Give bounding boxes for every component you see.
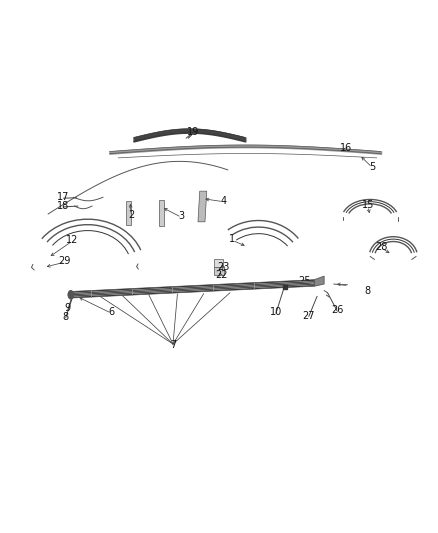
Polygon shape — [71, 280, 314, 298]
Text: 3: 3 — [179, 211, 185, 221]
Text: 26: 26 — [331, 305, 343, 316]
Ellipse shape — [68, 291, 74, 298]
Text: 17: 17 — [57, 192, 70, 203]
Text: 9: 9 — [65, 303, 71, 313]
Text: 6: 6 — [109, 308, 115, 318]
Text: 10: 10 — [270, 308, 282, 318]
Text: 22: 22 — [215, 270, 227, 280]
Text: 29: 29 — [59, 256, 71, 266]
Text: 28: 28 — [375, 242, 387, 252]
Text: 15: 15 — [362, 200, 374, 210]
Polygon shape — [214, 268, 224, 275]
Polygon shape — [214, 259, 223, 266]
Text: 19: 19 — [187, 127, 199, 136]
Text: 27: 27 — [303, 311, 315, 320]
Text: 25: 25 — [298, 276, 311, 286]
Text: 8: 8 — [365, 286, 371, 296]
Polygon shape — [159, 200, 164, 226]
Text: 12: 12 — [66, 235, 78, 245]
Polygon shape — [198, 191, 207, 222]
Text: 18: 18 — [57, 201, 70, 211]
Text: 16: 16 — [340, 143, 352, 154]
Text: 5: 5 — [369, 161, 375, 172]
Text: 7: 7 — [170, 341, 176, 350]
Text: 8: 8 — [63, 312, 69, 322]
Text: 4: 4 — [220, 196, 226, 206]
Polygon shape — [126, 201, 131, 225]
Text: 2: 2 — [128, 210, 134, 220]
Polygon shape — [314, 276, 324, 286]
Text: 1: 1 — [229, 235, 235, 244]
Text: 23: 23 — [217, 262, 230, 271]
